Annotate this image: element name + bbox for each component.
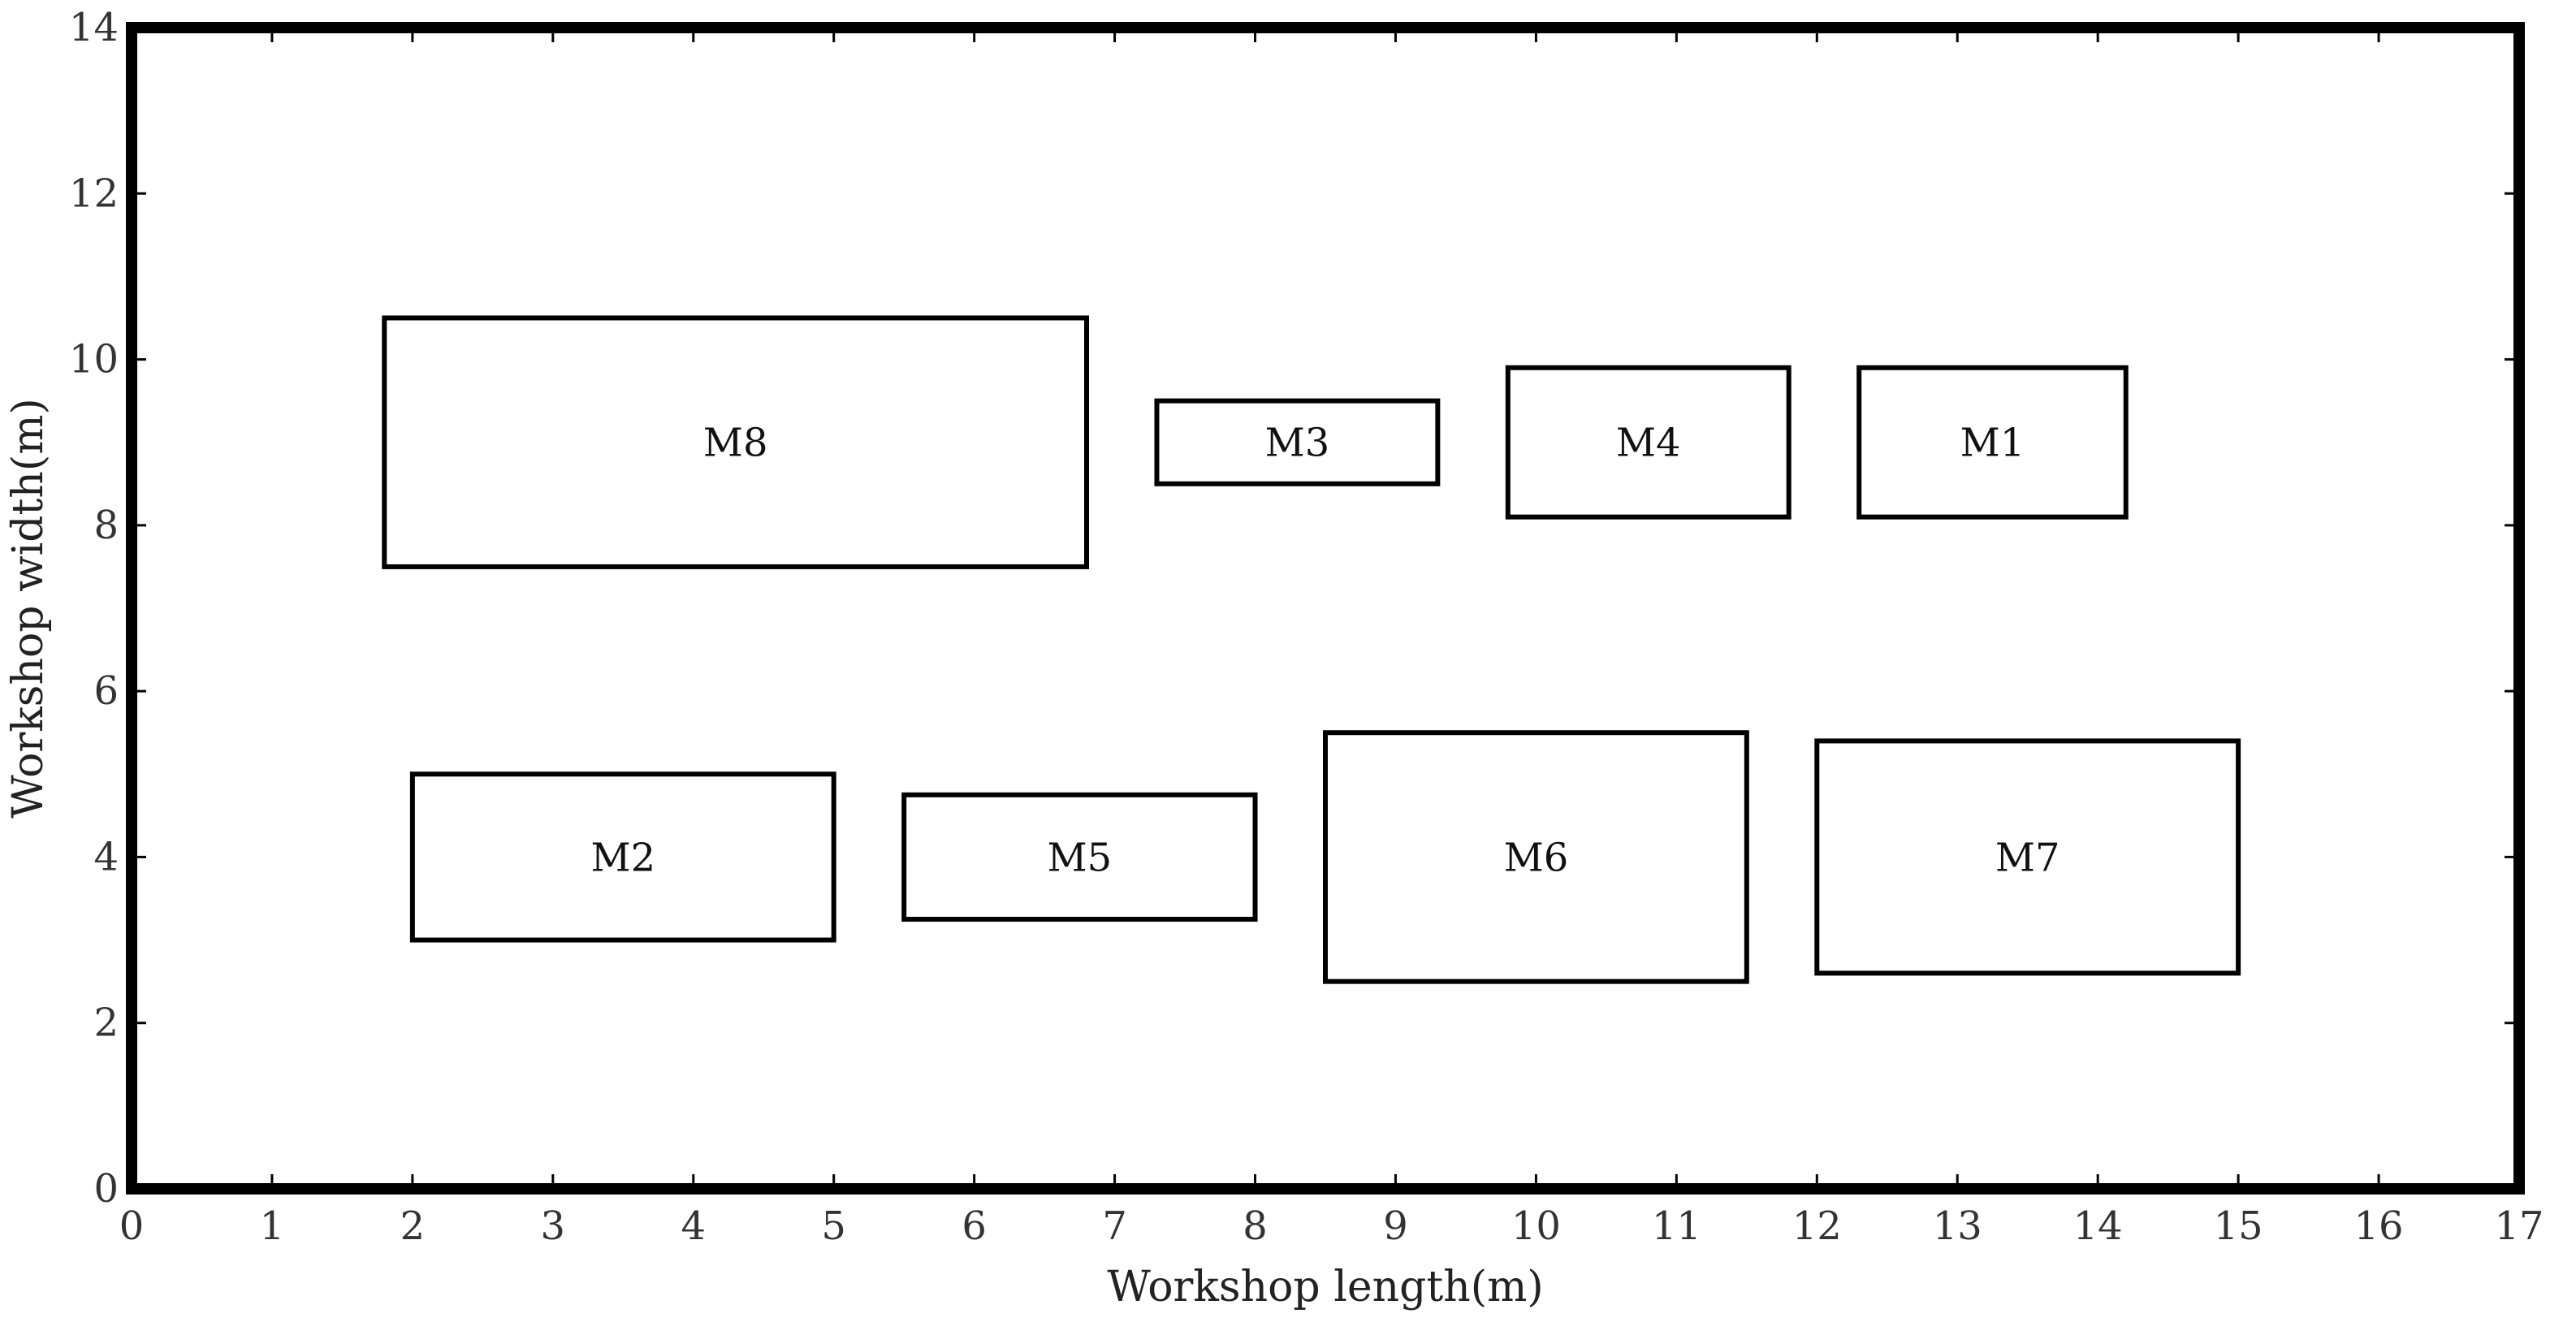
x-tick-label: 10: [1511, 1203, 1561, 1249]
machines-layer: M8 M3 M4 M1 M2 M5 M6 M7: [382, 315, 2241, 984]
x-axis-label: Workshop length(m): [1107, 1263, 1543, 1311]
y-tick-label: 0: [93, 1166, 119, 1212]
x-tick-label: 15: [2214, 1203, 2263, 1249]
plot-frame: [126, 22, 2525, 1195]
x-tick-label: 11: [1652, 1203, 1701, 1249]
machine-m2-label: M2: [590, 835, 655, 880]
x-tick-label: 12: [1792, 1203, 1842, 1249]
y-tick-label: 12: [69, 171, 119, 216]
y-tick-label: 4: [93, 834, 119, 879]
machine-m1-box: [1856, 365, 2129, 520]
machine-m8-label: M8: [703, 421, 768, 466]
y-tick-label: 2: [93, 1000, 119, 1046]
machine-m7-label: M7: [1995, 835, 2060, 880]
machine-m6-box: [1323, 730, 1749, 984]
machine-m1-label: M1: [1960, 421, 2025, 466]
x-tick-label: 2: [400, 1203, 426, 1249]
machine-m5-box: [901, 792, 1258, 922]
y-tick-label: 8: [93, 503, 119, 548]
y-tick-label: 14: [69, 5, 119, 50]
y-tick-label: 6: [93, 668, 119, 714]
y-axis-label: Workshop width(m): [4, 398, 53, 819]
x-tick-label: 7: [1102, 1203, 1127, 1249]
machine-m4-label: M4: [1616, 421, 1681, 466]
machine-m2-box: [409, 771, 836, 943]
x-tick-label: 13: [1933, 1203, 1982, 1249]
machine-m7-box: [1814, 738, 2241, 976]
machine-m5-label: M5: [1048, 835, 1113, 880]
y-tick-label: 10: [69, 337, 119, 382]
x-tick-label: 16: [2354, 1203, 2404, 1249]
x-tick-label: 0: [119, 1203, 145, 1249]
machine-m4-box: [1505, 365, 1792, 520]
x-tick-label: 14: [2073, 1203, 2123, 1249]
machine-m8-box: [382, 315, 1089, 569]
x-tick-label: 5: [821, 1203, 846, 1249]
x-tick-label: 4: [681, 1203, 706, 1249]
machine-m3-label: M3: [1265, 421, 1330, 466]
x-tick-label: 1: [260, 1203, 285, 1249]
x-tick-label: 3: [541, 1203, 566, 1249]
x-tick-label: 8: [1243, 1203, 1268, 1249]
machine-m6-label: M6: [1504, 835, 1569, 880]
machine-m3-box: [1154, 398, 1441, 486]
x-tick-label: 6: [962, 1203, 987, 1249]
x-tick-label: 17: [2494, 1203, 2544, 1249]
x-tick-label: 9: [1383, 1203, 1408, 1249]
